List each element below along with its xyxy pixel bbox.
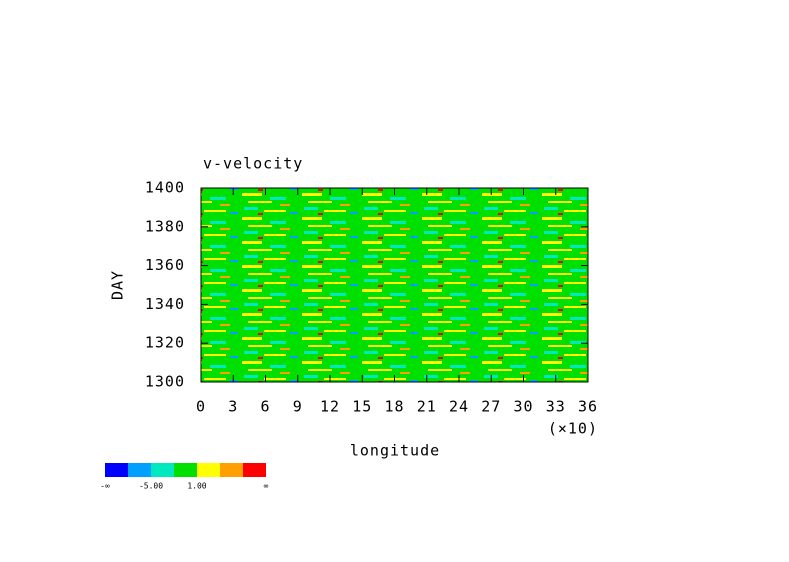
colorbar-swatch — [174, 463, 197, 477]
colorbar-label: ∞ — [264, 482, 269, 491]
x-tick-label: 18 — [384, 398, 404, 416]
x-tick-label: 12 — [320, 398, 340, 416]
x-tick-label: 9 — [293, 398, 303, 416]
y-tick-label: 1340 — [145, 295, 185, 313]
colorbar-swatch — [128, 463, 151, 477]
x-tick-label: 15 — [352, 398, 372, 416]
chart-title: v-velocity — [203, 155, 303, 173]
x-tick-label: 3 — [228, 398, 238, 416]
y-tick-label: 1400 — [145, 179, 185, 197]
colorbar-label: -5.00 — [139, 482, 163, 491]
x-tick-label: 30 — [513, 398, 533, 416]
x-tick-label: 24 — [449, 398, 469, 416]
colorbar-swatch — [220, 463, 243, 477]
field — [200, 187, 589, 383]
colorbar-label: 1.00 — [187, 482, 206, 491]
x-tick-label: 33 — [546, 398, 566, 416]
colorbar-label: -∞ — [100, 482, 110, 491]
y-label: DAY — [109, 270, 127, 300]
x-tick-label: 27 — [481, 398, 501, 416]
colorbar-swatch — [197, 463, 220, 477]
y-tick-label: 1360 — [145, 256, 185, 274]
y-tick-label: 1300 — [145, 373, 185, 391]
x-tick-label: 0 — [196, 398, 206, 416]
x-tick-label: 36 — [578, 398, 598, 416]
y-tick-label: 1380 — [145, 217, 185, 235]
y-tick-label: 1320 — [145, 334, 185, 352]
x-multiplier: (×10) — [548, 420, 598, 438]
colorbar-swatch — [243, 463, 266, 477]
x-tick-label: 6 — [260, 398, 270, 416]
colorbar-swatch — [105, 463, 128, 477]
x-label: longitude — [350, 442, 440, 460]
colorbar-swatch — [151, 463, 174, 477]
x-tick-label: 21 — [417, 398, 437, 416]
